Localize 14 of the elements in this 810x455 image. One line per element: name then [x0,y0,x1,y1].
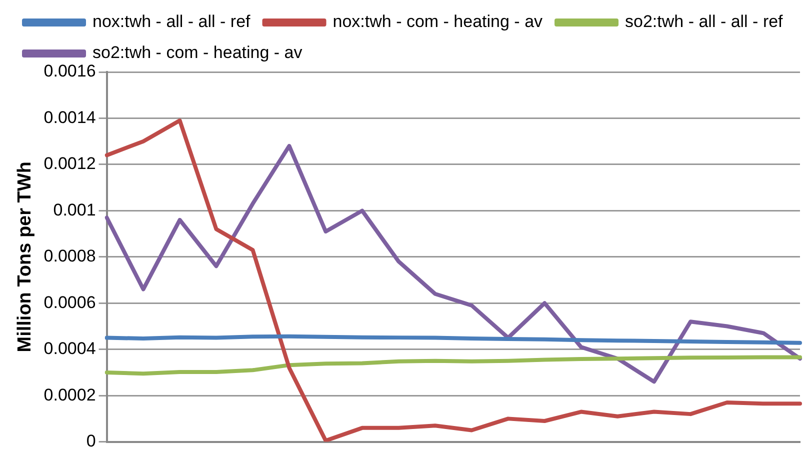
y-tick-label: 0.001 [53,200,96,220]
y-tick-label: 0.0006 [44,292,96,312]
y-tick-label: 0.0016 [44,62,96,81]
legend-label: so2:twh - all - all - ref [625,12,784,32]
y-tick-label: 0.0008 [44,246,96,266]
y-tick-label: 0.0004 [44,339,96,358]
y-tick-label: 0.0014 [44,108,96,127]
legend-label: nox:twh - com - heating - av [332,12,544,32]
y-tick-label: 0.0002 [44,385,96,404]
y-tick-label: 0.0012 [44,154,96,174]
legend-label: nox:twh - all - all - ref [92,12,251,32]
legend-label: so2:twh - com - heating - av [92,43,303,62]
y-tick-label: 0 [86,431,96,450]
y-axis-title: Million Tons per TWh [14,162,36,352]
